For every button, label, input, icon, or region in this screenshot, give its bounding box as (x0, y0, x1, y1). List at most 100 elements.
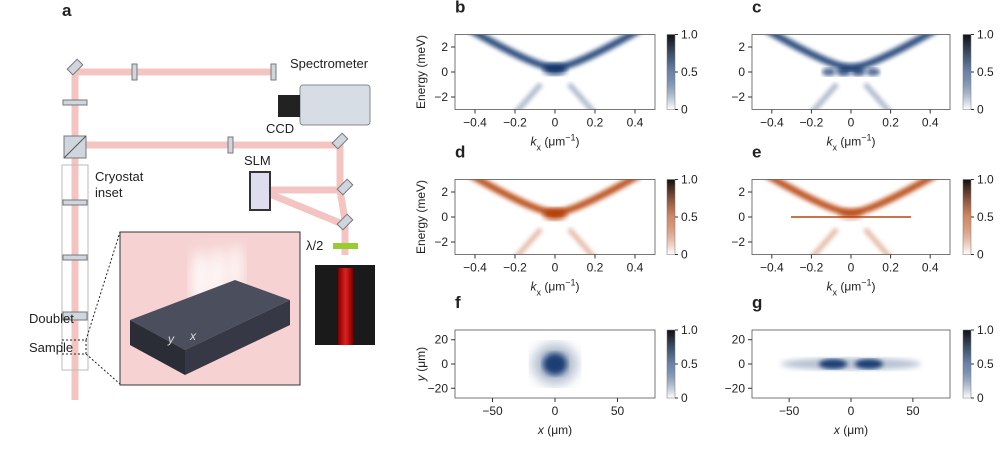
axis-label-part: k (826, 280, 833, 294)
heatmap (455, 179, 655, 255)
label: Doublet (29, 311, 74, 326)
label: Sample (29, 340, 73, 355)
y-tick-label: 20 (435, 333, 449, 347)
heatmap (455, 330, 655, 398)
axis-label-part: x (832, 143, 837, 153)
axis-label-part: (μm (541, 280, 565, 294)
colorbar (666, 34, 676, 110)
panel-label: d (455, 143, 465, 162)
y-tick-label: −2 (434, 90, 448, 104)
x-tick-label: −50 (482, 404, 503, 418)
panel-label: c (752, 0, 761, 17)
spot (855, 359, 883, 369)
y-tick-label: −2 (731, 90, 745, 104)
x-tick-label: −0.4 (760, 116, 784, 130)
colorbar (962, 34, 972, 110)
x-tick-label: −0.2 (503, 116, 527, 130)
mode (822, 68, 836, 76)
x-tick-label: −0.4 (463, 261, 487, 275)
x-tick-label: 0 (552, 116, 559, 130)
x-tick-label: 0 (848, 261, 855, 275)
x-tick-label: 0.4 (627, 261, 644, 275)
x-tick-label: 0.4 (627, 116, 644, 130)
apex (543, 208, 567, 220)
colorbar (962, 179, 972, 255)
band (515, 227, 595, 255)
axis-label-part: (μm (837, 135, 861, 149)
colorbar (962, 329, 972, 399)
apex (839, 208, 863, 220)
band (515, 82, 595, 110)
label: y (167, 332, 175, 346)
x-tick-label: 50 (611, 404, 625, 418)
y-tick-label: 0 (441, 65, 448, 79)
y-tick-label: 20 (732, 333, 746, 347)
x-tick-label: 0.2 (587, 116, 604, 130)
label: λ/2 (306, 238, 323, 253)
colorbar-tick-label: 1.0 (977, 28, 994, 42)
x-tick-label: 0.4 (922, 261, 939, 275)
axis-label-part: k (530, 280, 537, 294)
x-tick-label: 0.2 (882, 261, 899, 275)
axis-label: x (μm) (537, 423, 572, 437)
label: Cryostat (95, 169, 144, 184)
axis-label: kx (μm−1) (530, 133, 579, 153)
band (811, 82, 891, 110)
spot (781, 358, 921, 370)
axis-label: x (μm) (833, 423, 868, 437)
axis-label-part: y (414, 374, 428, 382)
axis-label-part: ) (872, 280, 876, 294)
band (811, 227, 891, 255)
axis-label-part: ) (576, 135, 580, 149)
y-tick-label: −20 (725, 381, 746, 395)
y-tick-label: −2 (731, 235, 745, 249)
cryostat (61, 164, 89, 371)
colorbar-tick-label: 1.0 (977, 323, 994, 337)
colorbar-tick-label: 0 (977, 391, 984, 405)
axis-label-part: x (537, 423, 545, 437)
y-tick-label: 0 (738, 357, 745, 371)
axis-label-part: ) (872, 135, 876, 149)
axis-label-part: k (826, 135, 833, 149)
heatmap (455, 34, 655, 110)
x-tick-label: 50 (906, 404, 920, 418)
colorbar-tick-label: 0 (681, 248, 688, 262)
axis-label: y (μm) (414, 347, 428, 382)
axis-label-part: −1 (565, 133, 575, 143)
mode (836, 68, 850, 76)
colorbar-tick-label: 0 (977, 103, 984, 117)
label: Spectrometer (290, 56, 369, 71)
colorbar-tick-label: 1.0 (977, 173, 994, 187)
x-tick-label: −50 (779, 404, 800, 418)
mode (852, 68, 866, 76)
y-tick-label: 0 (738, 65, 745, 79)
mode (866, 68, 880, 76)
heatmap (752, 34, 950, 110)
axis-label-part: (μm (837, 280, 861, 294)
heatmap (752, 330, 950, 398)
colorbar-tick-label: 0.5 (681, 210, 698, 224)
y-tick-label: 2 (441, 185, 448, 199)
axis-label: Energy (meV) (414, 180, 428, 254)
waveplate (333, 243, 358, 249)
x-tick-label: 0 (848, 404, 855, 418)
panel-label: g (752, 293, 762, 312)
spectrometer (299, 84, 371, 126)
axis-label: Energy (meV) (414, 35, 428, 109)
colorbar-tick-label: 0.5 (977, 210, 994, 224)
y-tick-label: 0 (738, 210, 745, 224)
y-tick-label: 2 (738, 185, 745, 199)
label: CCD (266, 121, 294, 136)
colorbar-tick-label: 1.0 (681, 323, 698, 337)
axis-label-part: (μm (541, 135, 565, 149)
colorbar-tick-label: 0 (977, 248, 984, 262)
colorbar-tick-label: 0 (681, 103, 688, 117)
colorbar-tick-label: 0.5 (977, 65, 994, 79)
colorbar-tick-label: 0 (681, 391, 688, 405)
x-tick-label: −0.4 (760, 261, 784, 275)
axis-label-part: x (536, 288, 541, 298)
axis-label-part: x (833, 423, 841, 437)
x-tick-label: −0.2 (503, 261, 527, 275)
y-tick-label: 2 (738, 40, 745, 54)
x-tick-label: −0.2 (800, 116, 824, 130)
